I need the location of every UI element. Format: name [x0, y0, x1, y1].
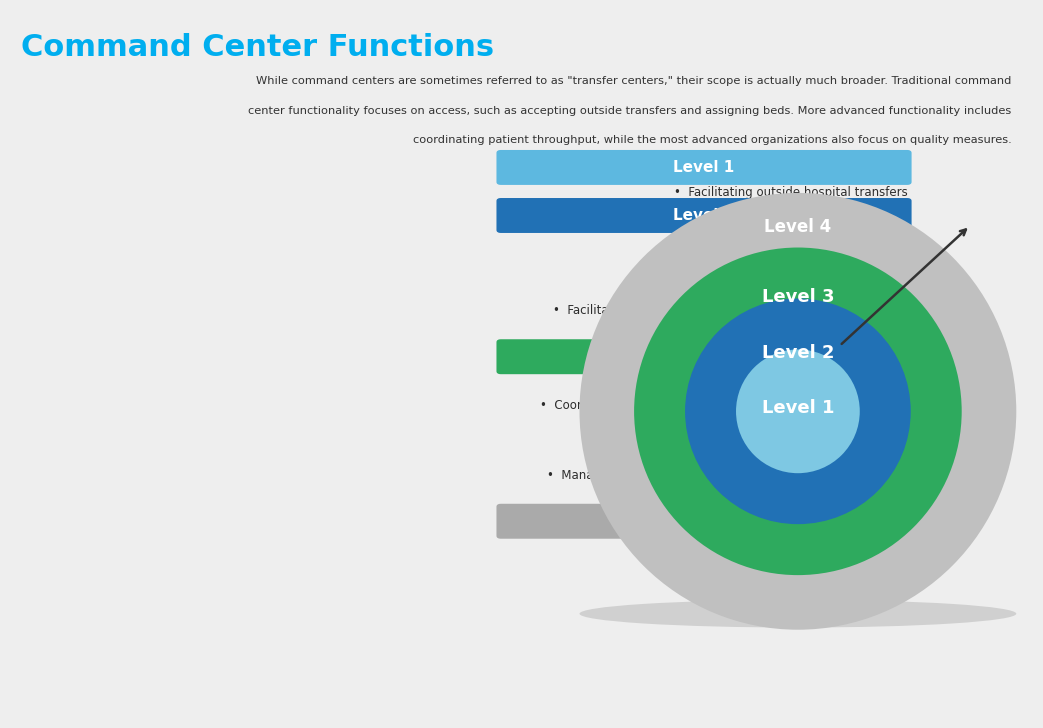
Ellipse shape — [736, 349, 859, 473]
Text: While command centers are sometimes referred to as "transfer centers," their sco: While command centers are sometimes refe… — [257, 76, 1012, 87]
Text: Level 4: Level 4 — [674, 514, 734, 529]
Text: •  Facilitating patient placements for ED and OR admissions: • Facilitating patient placements for ED… — [553, 304, 907, 317]
Text: •  Assigning beds: • Assigning beds — [804, 234, 907, 248]
Ellipse shape — [580, 193, 1016, 630]
Text: •  Facilitating direct admissions: • Facilitating direct admissions — [721, 281, 907, 294]
Text: •  Care management and utilization review: • Care management and utilization review — [651, 540, 907, 553]
Text: •  Managing resident admission slots (for teaching hospitals): • Managing resident admission slots (for… — [547, 469, 907, 482]
Ellipse shape — [580, 600, 1016, 628]
Text: •  Managing diversion decisions: • Managing diversion decisions — [719, 492, 907, 505]
Text: Level 2: Level 2 — [674, 208, 734, 223]
FancyBboxPatch shape — [496, 504, 912, 539]
Text: Level 2: Level 2 — [761, 344, 834, 362]
Text: •  Managing capacity and patient throughput: • Managing capacity and patient throughp… — [639, 446, 907, 459]
Ellipse shape — [634, 248, 962, 575]
FancyBboxPatch shape — [496, 339, 912, 374]
Text: •  Coordinating with housekeeping, internal patient transport,: • Coordinating with housekeeping, intern… — [540, 399, 907, 412]
Text: center functionality focuses on access, such as accepting outside transfers and : center functionality focuses on access, … — [248, 106, 1012, 116]
Text: coordinating patient throughput, while the most advanced organizations also focu: coordinating patient throughput, while t… — [413, 135, 1012, 145]
Text: Level 1: Level 1 — [674, 160, 734, 175]
Text: Level 3: Level 3 — [761, 288, 834, 306]
Text: •  Coordinating movement for level-of-care changes: • Coordinating movement for level-of-car… — [599, 328, 907, 341]
Text: •  Facilitating outside hospital transfers: • Facilitating outside hospital transfer… — [674, 186, 907, 199]
Text: •  Infection control and quality measures: • Infection control and quality measures — [664, 563, 907, 577]
Text: •      and other ancillary services: • and other ancillary services — [713, 422, 907, 435]
Text: Level 1: Level 1 — [761, 399, 834, 416]
Text: •  Managing physician consultations: • Managing physician consultations — [693, 258, 907, 271]
Text: Level 4: Level 4 — [765, 218, 831, 236]
Text: •  Providing air and ground EMS transport: • Providing air and ground EMS transport — [660, 376, 907, 389]
FancyBboxPatch shape — [496, 150, 912, 185]
Text: Command Center Functions: Command Center Functions — [21, 33, 494, 62]
FancyBboxPatch shape — [496, 198, 912, 233]
Text: •  Predictive analytics: • Predictive analytics — [778, 587, 907, 600]
Text: Level 3: Level 3 — [674, 349, 734, 364]
Ellipse shape — [685, 298, 911, 524]
